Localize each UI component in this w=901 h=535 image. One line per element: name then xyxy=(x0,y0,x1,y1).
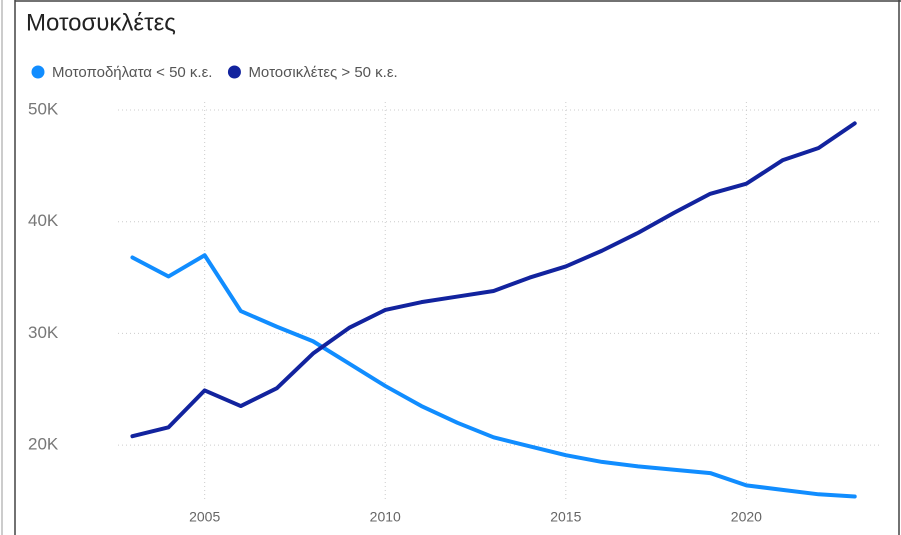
legend-label: Μοτοποδήλατα < 50 κ.ε. xyxy=(52,64,212,81)
chart-title: Μοτοσυκλέτες xyxy=(26,9,176,36)
x-tick-label: 2020 xyxy=(731,509,762,525)
legend-marker xyxy=(31,65,45,79)
legend-label: Μοτοσικλέτες > 50 κ.ε. xyxy=(248,64,397,81)
x-tick-label: 2005 xyxy=(189,509,220,525)
x-tick-label: 2010 xyxy=(370,509,401,525)
x-tick-label: 2015 xyxy=(550,509,581,525)
legend: Μοτοποδήλατα < 50 κ.ε. Μοτοσικλέτες > 50 … xyxy=(31,64,398,81)
y-tick-label: 30K xyxy=(28,323,59,342)
series-line xyxy=(130,253,857,499)
y-tick-label: 50K xyxy=(28,99,59,118)
y-tick-label: 40K xyxy=(28,211,59,230)
series-line xyxy=(130,121,857,439)
legend-marker xyxy=(227,65,241,79)
y-tick-label: 20K xyxy=(28,435,59,454)
